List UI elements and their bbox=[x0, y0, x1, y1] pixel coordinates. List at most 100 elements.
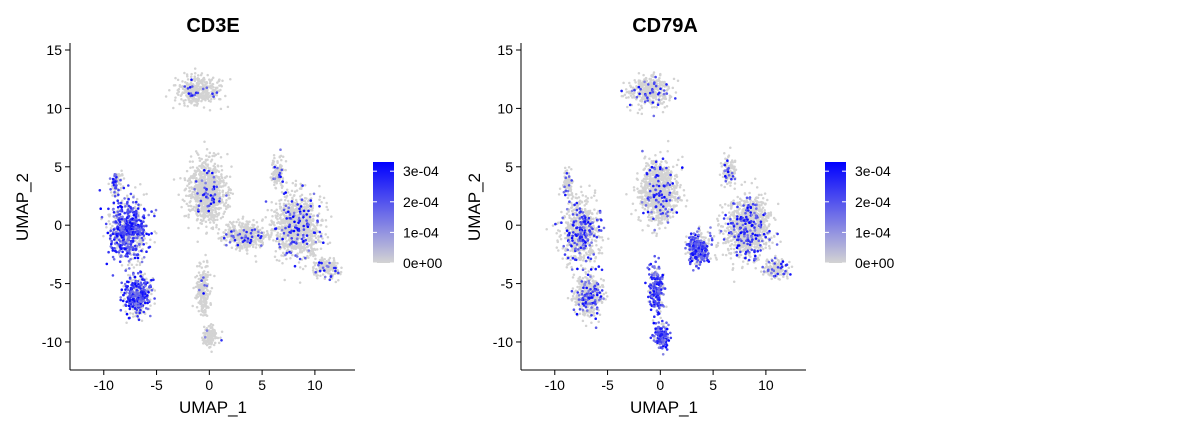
scatter-point-expressed bbox=[299, 212, 302, 215]
scatter-point-expressed bbox=[290, 200, 294, 203]
scatter-point-expressed bbox=[260, 244, 263, 247]
scatter-point bbox=[184, 90, 187, 94]
scatter-point-expressed bbox=[305, 213, 309, 216]
scatter-point bbox=[189, 155, 193, 158]
scatter-point-expressed bbox=[194, 180, 198, 183]
scatter-point bbox=[186, 78, 190, 81]
colorbar-tick-label: 3e-04 bbox=[403, 163, 439, 179]
scatter-point bbox=[224, 228, 227, 232]
scatter-point bbox=[197, 153, 200, 156]
scatter-point bbox=[273, 255, 277, 258]
scatter-point-expressed bbox=[309, 204, 313, 208]
scatter-point bbox=[593, 208, 596, 211]
scatter-point-expressed bbox=[209, 194, 213, 197]
scatter-point bbox=[187, 90, 190, 93]
scatter-point-expressed bbox=[316, 214, 319, 217]
scatter-point bbox=[186, 96, 190, 99]
scatter-point bbox=[273, 183, 276, 187]
scatter-point bbox=[180, 97, 183, 101]
scatter-point-expressed bbox=[318, 230, 322, 234]
scatter-point bbox=[278, 202, 282, 206]
scatter-point bbox=[178, 83, 182, 87]
scatter-point bbox=[186, 179, 190, 182]
scatter-point-expressed bbox=[133, 222, 137, 225]
scatter-point-expressed bbox=[233, 238, 237, 242]
scatter-point-expressed bbox=[218, 197, 222, 200]
scatter-point bbox=[195, 306, 199, 309]
colorbar-gradient bbox=[373, 162, 394, 263]
scatter-point bbox=[311, 250, 315, 253]
scatter-point-expressed bbox=[307, 223, 310, 226]
scatter-point bbox=[303, 246, 307, 250]
scatter-point-expressed bbox=[257, 234, 260, 237]
scatter-point bbox=[324, 218, 328, 222]
scatter-point bbox=[203, 214, 206, 218]
scatter-point bbox=[600, 252, 604, 255]
scatter-point-expressed bbox=[126, 246, 129, 249]
plot-title: CD79A bbox=[632, 15, 698, 37]
scatter-point-expressed bbox=[318, 261, 321, 264]
scatter-point-expressed bbox=[112, 258, 116, 261]
scatter-point bbox=[190, 205, 193, 208]
scatter-point bbox=[184, 80, 187, 84]
colorbar-tick-label: 0e+00 bbox=[403, 255, 443, 271]
scatter-point bbox=[186, 184, 189, 188]
scatter-point bbox=[252, 218, 255, 222]
scatter-point-expressed bbox=[203, 336, 207, 339]
scatter-point-expressed bbox=[140, 236, 144, 240]
scatter-point bbox=[143, 230, 147, 234]
scatter-point-expressed bbox=[121, 299, 125, 303]
scatter-point bbox=[227, 223, 230, 226]
scatter-point-expressed bbox=[284, 204, 288, 208]
scatter-points bbox=[545, 71, 794, 356]
scatter-point bbox=[206, 273, 210, 277]
scatter-point bbox=[217, 211, 221, 215]
scatter-point bbox=[213, 97, 216, 100]
scatter-point bbox=[213, 207, 217, 210]
scatter-point-expressed bbox=[108, 177, 112, 180]
scatter-point bbox=[220, 198, 224, 201]
scatter-point bbox=[238, 249, 242, 252]
scatter-point bbox=[191, 100, 194, 103]
scatter-point-expressed bbox=[124, 247, 127, 251]
scatter-point bbox=[332, 258, 336, 262]
scatter-point bbox=[319, 224, 322, 227]
scatter-point bbox=[326, 236, 330, 239]
scatter-point-expressed bbox=[119, 232, 122, 235]
scatter-point-expressed bbox=[329, 275, 333, 278]
scatter-point bbox=[198, 159, 202, 162]
scatter-point bbox=[207, 166, 210, 170]
scatter-point-expressed bbox=[319, 234, 323, 238]
scatter-point-expressed bbox=[111, 274, 115, 277]
scatter-point bbox=[220, 176, 224, 180]
scatter-point-expressed bbox=[133, 256, 137, 260]
scatter-point-expressed bbox=[289, 251, 293, 255]
scatter-point bbox=[294, 184, 297, 188]
y-tick-label: 15 bbox=[46, 42, 62, 58]
scatter-point bbox=[216, 232, 220, 235]
scatter-point bbox=[575, 196, 579, 200]
scatter-point bbox=[198, 187, 201, 190]
scatter-point bbox=[109, 191, 113, 194]
scatter-point bbox=[301, 267, 305, 271]
scatter-point bbox=[216, 81, 219, 84]
scatter-point bbox=[318, 198, 321, 202]
scatter-point-expressed bbox=[123, 197, 126, 200]
scatter-point-expressed bbox=[121, 250, 124, 254]
scatter-point bbox=[278, 259, 281, 263]
scatter-point-expressed bbox=[152, 278, 155, 282]
scatter-point bbox=[174, 76, 177, 80]
scatter-point bbox=[222, 184, 226, 187]
scatter-point bbox=[211, 76, 215, 80]
scatter-point-expressed bbox=[117, 243, 120, 246]
scatter-point bbox=[274, 186, 277, 190]
scatter-point-expressed bbox=[297, 216, 301, 220]
scatter-point bbox=[208, 82, 212, 85]
scatter-point bbox=[206, 164, 209, 168]
scatter-point-expressed bbox=[197, 204, 201, 207]
scatter-point-expressed bbox=[118, 213, 122, 216]
scatter-point-expressed bbox=[212, 185, 216, 188]
scatter-point-expressed bbox=[302, 228, 306, 231]
scatter-point bbox=[193, 75, 197, 78]
